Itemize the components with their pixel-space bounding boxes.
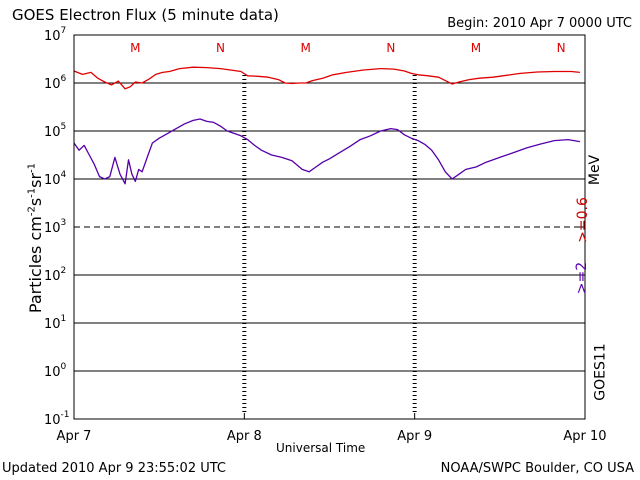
mn-marker: M [471,41,481,55]
unit-label: MeV [587,154,604,186]
credit-text: NOAA/SWPC Boulder, CO USA [440,461,634,476]
plot-frame [73,34,586,420]
energy-high-label: >=2 [574,261,591,295]
x-tick-label: Apr 10 [563,429,606,444]
updated-timestamp: Updated 2010 Apr 9 23:55:02 UTC [2,461,226,476]
y-tick-label: 105 [44,122,66,140]
y-tick-label: 104 [44,170,67,188]
x-tick-label: Apr 8 [227,429,262,444]
series-layer [73,66,581,185]
grid-layer [74,75,585,413]
series-line [73,118,581,185]
mn-marker: M [130,41,140,55]
x-tick-label: Apr 7 [57,429,92,444]
y-tick-label: 107 [44,26,66,44]
mn-marker: N [557,41,566,55]
y-tick-label: 101 [44,314,66,332]
y-tick-label: 106 [44,74,67,92]
begin-time: Begin: 2010 Apr 7 0000 UTC [447,16,632,31]
y-tick-label: 102 [44,266,66,284]
series-line [73,66,580,90]
mn-marker: M [300,41,310,55]
x-axis-title: Universal Time [276,441,366,455]
satellite-label: GOES11 [592,343,609,401]
mn-marker: N [386,41,395,55]
mn-marker: N [216,41,225,55]
y-tick-label: 103 [44,218,66,236]
chart-title: GOES Electron Flux (5 minute data) [12,6,279,24]
y-tick-label: 100 [44,362,67,380]
energy-low-label: >=0.6 [574,197,591,243]
y-axis-title: Particles cm-2s-1sr-1 [26,162,45,314]
x-tick-label: Apr 9 [397,429,432,444]
y-tick-label: 10-1 [44,410,70,428]
